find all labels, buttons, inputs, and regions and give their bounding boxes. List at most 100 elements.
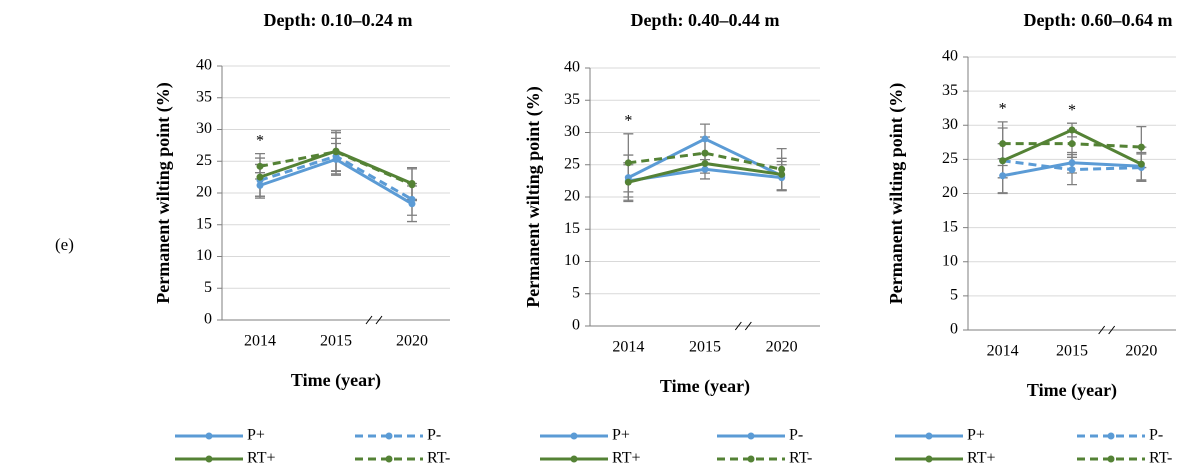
y-tick-label: 40 — [196, 57, 212, 74]
legend-label: P+ — [612, 427, 630, 444]
y-tick-label: 15 — [942, 218, 958, 235]
y-tick-label: 40 — [564, 59, 580, 76]
legend-label: RT+ — [247, 450, 276, 467]
data-point — [624, 178, 632, 186]
y-tick-label: 0 — [204, 311, 212, 328]
data-point — [1068, 140, 1076, 148]
significance-mark: * — [1068, 102, 1076, 119]
data-point — [408, 181, 416, 189]
y-tick-label: 35 — [942, 82, 958, 99]
significance-mark: * — [999, 101, 1007, 118]
x-tick-label: 2020 — [1125, 343, 1157, 360]
legend-marker — [747, 432, 755, 440]
y-tick-label: 5 — [572, 284, 580, 301]
data-point — [256, 181, 264, 189]
legend-marker — [570, 432, 578, 440]
legend-marker — [385, 455, 393, 463]
legend-marker — [1107, 455, 1115, 463]
legend-label: RT- — [789, 450, 812, 467]
legend-label: P- — [427, 427, 441, 444]
legend-label: P+ — [967, 427, 985, 444]
y-tick-label: 10 — [942, 252, 958, 269]
y-tick-label: 10 — [564, 252, 580, 269]
x-tick-label: 2015 — [1056, 343, 1088, 360]
y-tick-label: 15 — [196, 215, 212, 232]
x-tick-label: 2020 — [766, 339, 798, 356]
y-tick-label: 35 — [196, 88, 212, 105]
y-tick-label: 20 — [942, 184, 958, 201]
y-tick-label: 5 — [950, 287, 958, 304]
data-point — [408, 195, 416, 203]
panel-label: (e) — [55, 235, 74, 254]
legend-label: RT- — [1149, 450, 1172, 467]
chart-title: Depth: 0.10–0.24 m — [264, 10, 413, 30]
y-tick-label: 30 — [564, 123, 580, 140]
x-tick-label: 2020 — [396, 333, 428, 350]
legend-label: P+ — [247, 427, 265, 444]
data-point — [701, 149, 709, 157]
chart-title: Depth: 0.40–0.44 m — [631, 10, 780, 30]
data-point — [624, 159, 632, 167]
data-point — [1068, 159, 1076, 167]
data-point — [999, 157, 1007, 165]
significance-mark: * — [624, 112, 632, 129]
y-tick-label: 40 — [942, 48, 958, 65]
y-axis-label: Permanent wilting point (%) — [523, 86, 544, 307]
y-tick-label: 20 — [196, 184, 212, 201]
x-axis-label: Time (year) — [291, 370, 381, 391]
legend-marker — [925, 432, 933, 440]
x-axis-label: Time (year) — [1027, 380, 1117, 401]
data-point — [778, 170, 786, 178]
axis-break — [1098, 325, 1116, 335]
legend-label: P- — [789, 427, 803, 444]
y-tick-label: 20 — [564, 188, 580, 205]
data-point — [1068, 166, 1076, 174]
y-tick-label: 30 — [942, 116, 958, 133]
y-tick-label: 15 — [564, 220, 580, 237]
legend-marker — [205, 455, 213, 463]
y-tick-label: 5 — [204, 279, 212, 296]
legend-label: RT- — [427, 450, 450, 467]
data-point — [1068, 126, 1076, 134]
legend-marker — [747, 455, 755, 463]
y-tick-label: 30 — [196, 120, 212, 137]
data-point — [701, 135, 709, 143]
x-tick-label: 2015 — [689, 339, 721, 356]
data-point — [999, 172, 1007, 180]
data-point — [256, 173, 264, 181]
data-point — [999, 140, 1007, 148]
axis-break — [734, 321, 752, 331]
data-point — [332, 148, 340, 156]
data-point — [1137, 160, 1145, 168]
chart-title: Depth: 0.60–0.64 m — [1024, 10, 1173, 30]
x-tick-label: 2014 — [612, 339, 644, 356]
x-tick-label: 2015 — [320, 333, 352, 350]
x-axis-label: Time (year) — [660, 376, 750, 397]
legend-marker — [205, 432, 213, 440]
legend-marker — [570, 455, 578, 463]
legend-marker — [925, 455, 933, 463]
y-tick-label: 10 — [196, 247, 212, 264]
y-tick-label: 25 — [196, 152, 212, 169]
y-axis-label: Permanent wilting point (%) — [886, 83, 907, 304]
data-point — [701, 159, 709, 167]
legend-label: RT+ — [612, 450, 641, 467]
data-point — [1137, 143, 1145, 151]
series-line — [259, 150, 413, 187]
y-tick-label: 25 — [564, 155, 580, 172]
y-tick-label: 25 — [942, 150, 958, 167]
data-point — [256, 162, 264, 170]
significance-mark: * — [256, 132, 264, 149]
x-tick-label: 2014 — [244, 333, 276, 350]
y-tick-label: 35 — [564, 91, 580, 108]
y-tick-label: 0 — [950, 321, 958, 338]
y-axis-label: Permanent wilting point (%) — [153, 82, 174, 303]
axis-break — [365, 315, 383, 325]
legend-label: P- — [1149, 427, 1163, 444]
legend-marker — [1107, 432, 1115, 440]
y-tick-label: 0 — [572, 317, 580, 334]
data-point — [701, 165, 709, 173]
data-point — [778, 165, 786, 173]
